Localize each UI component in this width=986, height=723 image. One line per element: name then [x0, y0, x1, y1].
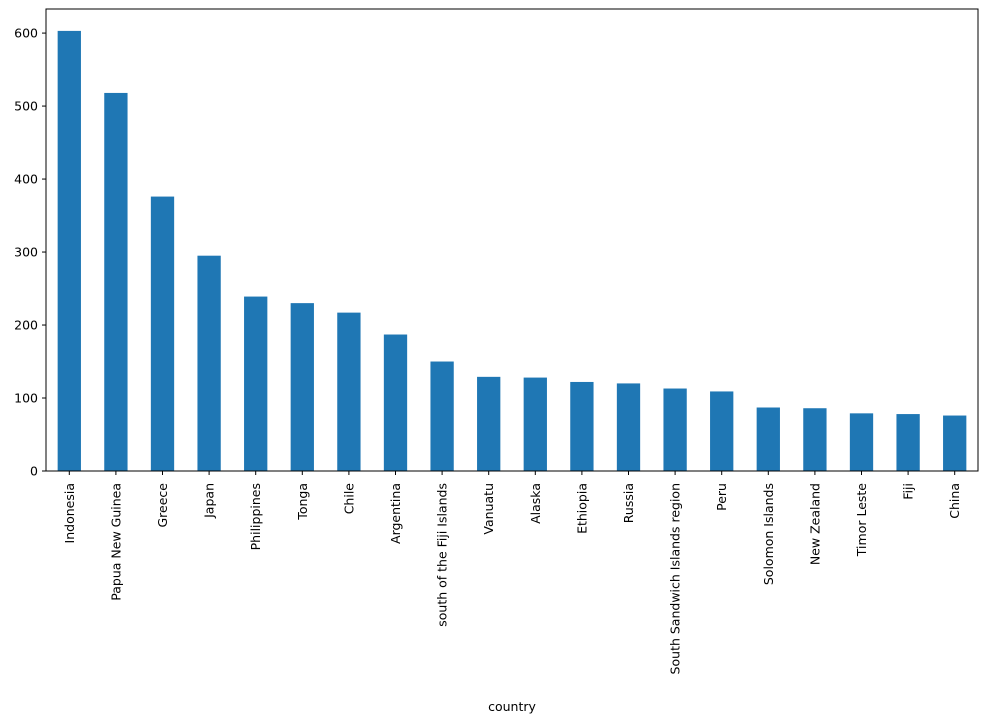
bar-solomon-islands	[756, 407, 780, 471]
x-axis: Indonesia Papua New Guinea Greece Japan Phil…	[62, 471, 962, 674]
x-tick-label: Ethiopia	[574, 483, 589, 534]
bar-tonga	[290, 303, 314, 471]
x-tick-label: Japan	[202, 483, 217, 519]
y-tick-label: 400	[14, 172, 38, 187]
bar-timor-leste	[849, 413, 874, 471]
bar-chile	[337, 312, 361, 471]
y-tick-label: 300	[14, 245, 38, 260]
bars-group	[57, 30, 967, 472]
x-tick-label: south of the Fiji Islands	[435, 483, 450, 627]
x-tick-label: Tonga	[295, 483, 310, 521]
x-tick-label: New Zealand	[807, 483, 822, 565]
x-tick-label: Timor Leste	[854, 483, 869, 558]
bar-russia	[616, 383, 641, 471]
bar-greece	[150, 196, 175, 471]
x-tick-label: Alaska	[528, 483, 543, 524]
y-tick-label: 100	[14, 391, 38, 406]
x-axis-label: country	[488, 699, 536, 714]
bar-south-of-the-fiji-islands	[430, 361, 454, 471]
x-tick-label: Peru	[714, 483, 729, 511]
bar-indonesia	[57, 30, 81, 472]
bar-new-zealand	[803, 408, 827, 471]
x-tick-label: Papua New Guinea	[108, 483, 123, 601]
x-tick-label: China	[947, 483, 962, 519]
y-tick-label: 600	[14, 26, 38, 41]
x-tick-label: Vanuatu	[481, 483, 496, 535]
x-tick-label: Indonesia	[62, 483, 77, 543]
bar-papua-new-guinea	[104, 92, 128, 471]
x-tick-label: South Sandwich Islands region	[668, 483, 683, 674]
y-axis: 0 100 200 300 400 500 600	[14, 26, 46, 479]
y-tick-label: 200	[14, 318, 38, 333]
bar-fiji	[896, 414, 920, 471]
bar-south-sandwich-islands-region	[663, 388, 687, 471]
x-tick-label: Greece	[155, 483, 170, 528]
bar-japan	[197, 255, 221, 471]
y-tick-label: 0	[30, 464, 38, 479]
bar-peru	[710, 391, 734, 471]
bar-alaska	[523, 377, 547, 471]
x-tick-label: Philippines	[248, 483, 263, 550]
x-tick-label: Chile	[341, 483, 356, 515]
x-tick-label: Russia	[621, 483, 636, 523]
x-tick-label: Argentina	[388, 483, 403, 544]
x-tick-label: Solomon Islands	[761, 483, 776, 585]
plot-frame	[45, 8, 979, 472]
bar-ethiopia	[570, 381, 594, 471]
x-tick-label: Fiji	[901, 483, 916, 500]
bar-philippines	[244, 296, 268, 471]
bar-china	[943, 415, 967, 471]
bar-vanuatu	[477, 376, 501, 471]
bar-argentina	[383, 334, 408, 471]
y-tick-label: 500	[14, 99, 38, 114]
